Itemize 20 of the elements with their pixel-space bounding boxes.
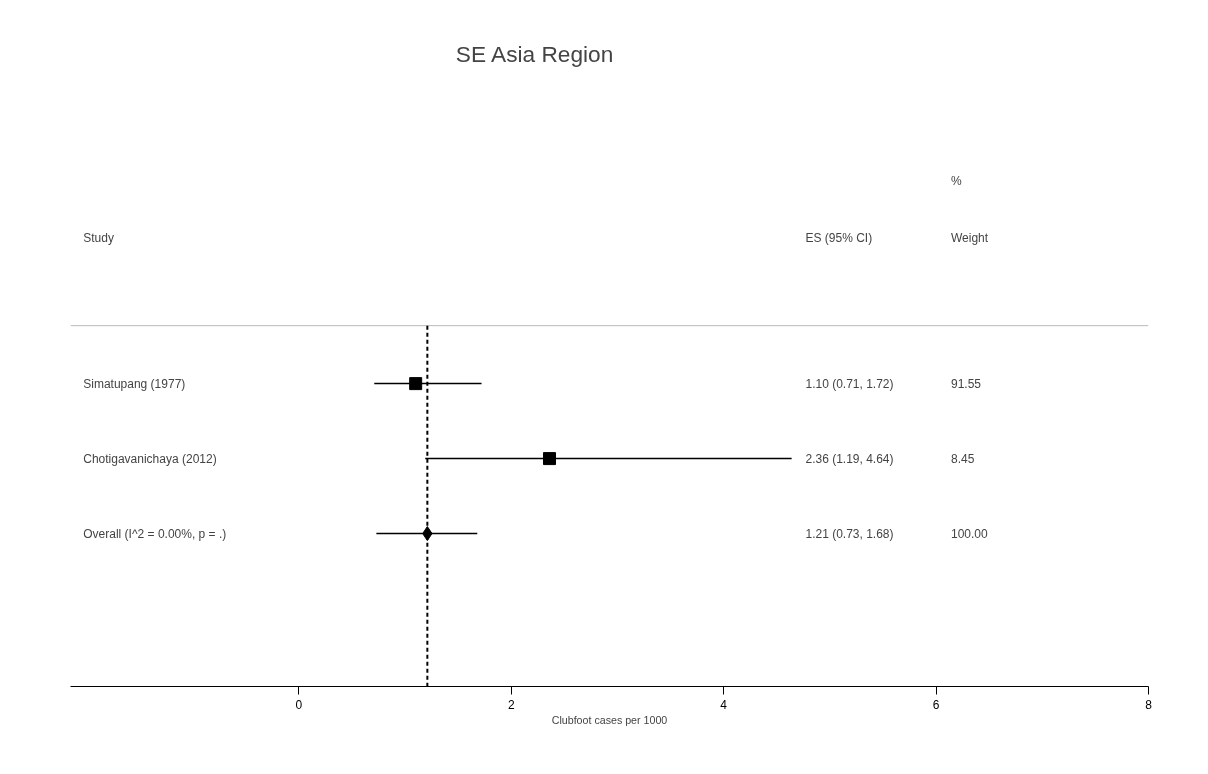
text: ES (95% CI) xyxy=(805,230,873,245)
x-tick-label: 0 xyxy=(295,697,303,712)
x-tick-label: 6 xyxy=(932,697,940,712)
text: 2.36 (1.19, 4.64) xyxy=(805,451,894,466)
text: Study xyxy=(83,230,114,245)
y-tick-label: Chotigavanichaya (2012) xyxy=(83,451,217,466)
y-tick-label: Overall (I^2 = 0.00%, p = .) xyxy=(83,526,227,541)
text: 1.10 (0.71, 1.72) xyxy=(805,376,894,391)
x-tick-label: 8 xyxy=(1145,697,1153,712)
annotation: 100.00 xyxy=(950,527,988,542)
x-tick-label: 2 xyxy=(507,697,515,712)
x-tick-label: 4 xyxy=(720,697,728,712)
text: 1.21 (0.73, 1.68) xyxy=(805,526,894,541)
text: Weight xyxy=(950,230,989,245)
annotation: 8.45 xyxy=(950,452,975,467)
y-tick-label: Simatupang (1977) xyxy=(83,376,186,391)
x-axis-title: Clubfoot cases per 1000 xyxy=(551,713,668,726)
annotation: 91.55 xyxy=(950,377,982,392)
chart-title: SE Asia Region xyxy=(455,40,614,67)
text: % xyxy=(950,173,962,188)
